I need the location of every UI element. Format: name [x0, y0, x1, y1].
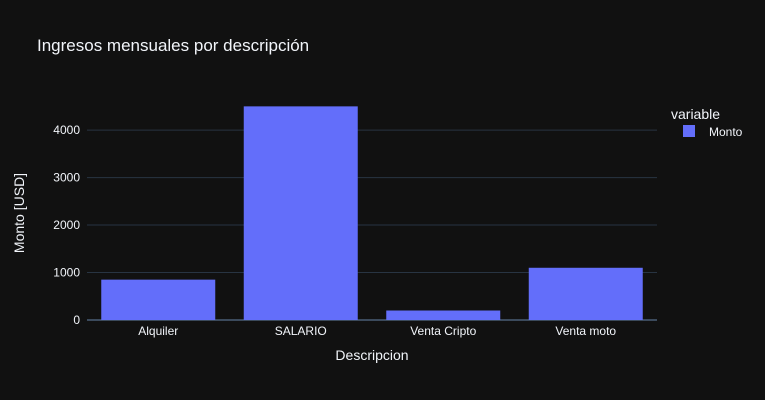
y-tick-label: 1000: [53, 266, 80, 280]
legend-title: variable: [671, 106, 720, 122]
x-tick-label: Alquiler: [138, 324, 178, 338]
x-tick-label: Venta moto: [555, 324, 616, 338]
bar[interactable]: [243, 106, 358, 320]
bar[interactable]: [528, 267, 643, 320]
legend-swatch[interactable]: [683, 125, 695, 137]
y-axis-title: Monto [USD]: [11, 173, 27, 253]
y-tick-label: 3000: [53, 171, 80, 185]
y-tick-label: 0: [73, 313, 80, 327]
y-axis-ticks: 0 1000 2000 3000 4000: [53, 123, 80, 327]
y-tick-label: 4000: [53, 123, 80, 137]
legend[interactable]: variable Monto: [671, 106, 743, 139]
bars: [101, 106, 643, 320]
x-tick-label: SALARIO: [275, 324, 327, 338]
bar[interactable]: [386, 310, 501, 320]
x-axis-ticks: Alquiler SALARIO Venta Cripto Venta moto: [138, 324, 616, 338]
chart-title: Ingresos mensuales por descripción: [37, 36, 309, 55]
y-tick-label: 2000: [53, 218, 80, 232]
x-tick-label: Venta Cripto: [410, 324, 476, 338]
x-axis-title: Descripcion: [335, 347, 408, 363]
bar[interactable]: [101, 279, 216, 320]
legend-label[interactable]: Monto: [709, 125, 743, 139]
